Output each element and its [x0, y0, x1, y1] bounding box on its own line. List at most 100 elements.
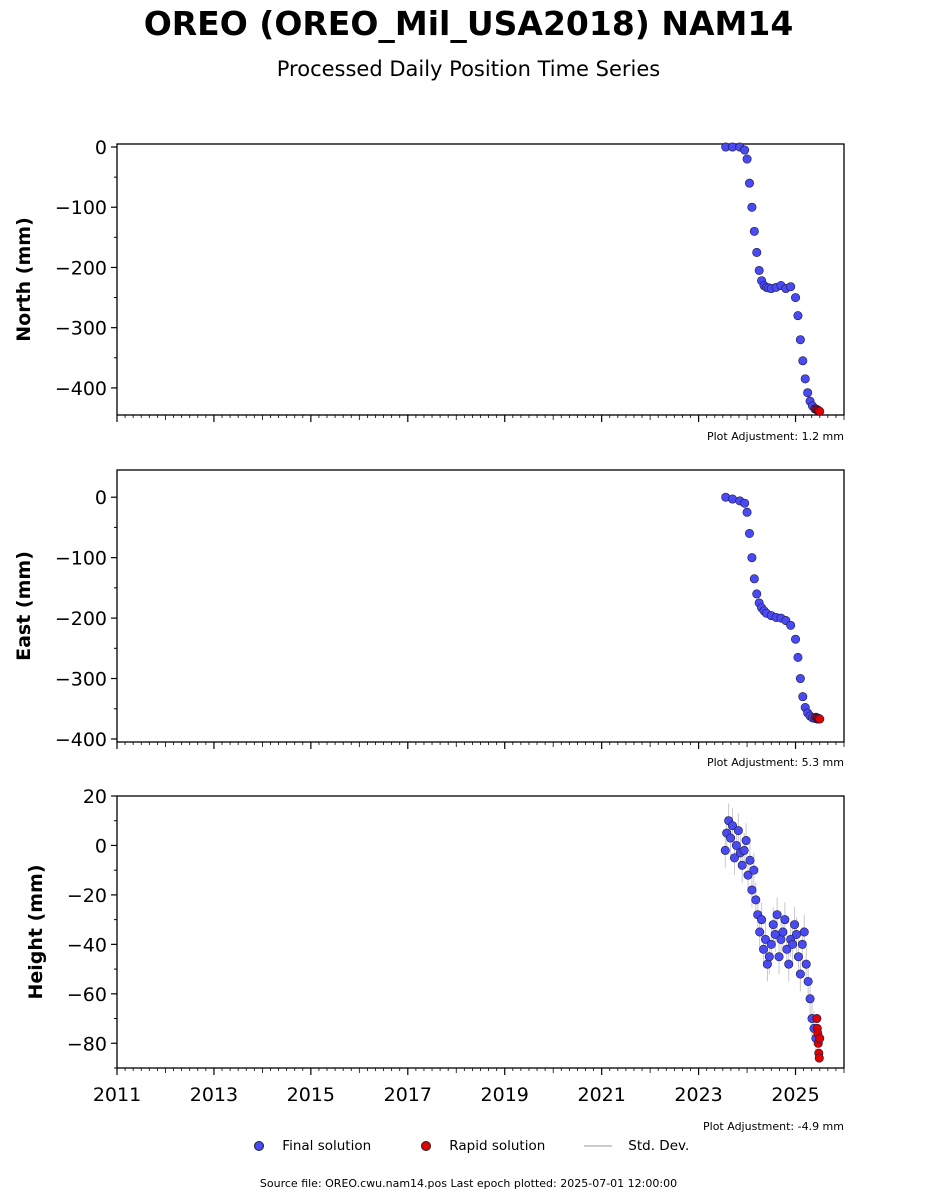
legend-label-final: Final solution [282, 1138, 372, 1154]
final-solution-point [801, 959, 811, 969]
final-solution-point [754, 265, 764, 275]
y-tick-label: 0 [95, 487, 107, 509]
final-solution-point [749, 226, 759, 236]
y-tick-label: −400 [55, 378, 107, 400]
final-solution-point [793, 652, 803, 662]
panel-2: 0 −100 −200 −300 −400 East (mm) Plot Adjustmen… [13, 469, 845, 769]
final-solution-point [778, 927, 788, 937]
rapid-solution-marker-icon [421, 1141, 431, 1151]
final-solution-point [729, 853, 739, 863]
y-tick-label: −200 [55, 608, 107, 630]
plot-adjustment: Plot Adjustment: 1.2 mm [707, 430, 844, 443]
rapid-solution-point [812, 1014, 822, 1024]
plot-frame [116, 795, 845, 1069]
panel-3: 20 0 −20 −40 −60 −80 2011 2013 2015 2017 2019 2021 2… [25, 786, 845, 1133]
final-solution-point [803, 388, 813, 398]
legend-label-rapid: Rapid solution [449, 1138, 546, 1154]
y-tick-label: −100 [55, 197, 107, 219]
final-solution-point [747, 885, 757, 895]
final-solution-point [784, 959, 794, 969]
final-solution-point [742, 154, 752, 164]
y-tick-label: 0 [95, 835, 107, 857]
plot-adjustment: Plot Adjustment: 5.3 mm [707, 756, 844, 769]
x-tick-label: 2025 [771, 1084, 819, 1106]
y-tick-label: 0 [95, 137, 107, 159]
final-solution-point [749, 865, 759, 875]
panel-1: 0 −100 −200 −300 −400 North (mm) Plot Adjustme… [13, 137, 845, 443]
rapid-solution-point [814, 1053, 824, 1063]
plot-frame [116, 143, 845, 416]
y-tick-label: −400 [55, 729, 107, 751]
y-axis-label: Height (mm) [25, 864, 47, 999]
y-tick-label: −300 [55, 318, 107, 340]
final-solution-point [793, 952, 803, 962]
y-tick-label: −100 [55, 548, 107, 570]
final-solution-point [743, 870, 753, 880]
final-solution-point [793, 311, 803, 321]
final-solution-point [795, 969, 805, 979]
x-tick-label: 2019 [481, 1084, 529, 1106]
final-solution-point [774, 952, 784, 962]
final-solution-point [788, 939, 798, 949]
final-solution-point [791, 293, 801, 303]
rapid-solution-point [815, 714, 825, 724]
final-solution-point [744, 528, 754, 538]
legend-item-rapid: Rapid solution [421, 1138, 545, 1156]
final-solution-point [747, 202, 757, 212]
final-solution-point [757, 915, 767, 925]
y-tick-label: −20 [67, 885, 107, 907]
x-tick-label: 2013 [190, 1084, 238, 1106]
final-solution-point [744, 178, 754, 188]
final-solution-point [795, 335, 805, 345]
final-solution-point [737, 860, 747, 870]
x-tick-label: 2021 [577, 1084, 625, 1106]
final-solution-point [795, 674, 805, 684]
std-dev-line-icon [584, 1145, 612, 1147]
final-solution-point [768, 920, 778, 930]
final-solution-point [759, 944, 769, 954]
chart-subtitle: Processed Daily Position Time Series [276, 57, 661, 81]
final-solution-point [797, 939, 807, 949]
rapid-solution-point [815, 406, 825, 416]
y-tick-label: −200 [55, 257, 107, 279]
final-solution-point [805, 994, 815, 1004]
y-tick-label: −40 [67, 934, 107, 956]
final-solution-point [720, 845, 730, 855]
final-solution-point [764, 952, 774, 962]
final-solution-point [798, 356, 808, 366]
x-tick-label: 2015 [287, 1084, 335, 1106]
final-solution-point [741, 836, 751, 846]
final-solution-point [791, 634, 801, 644]
final-solution-point [800, 374, 810, 384]
final-solution-point [780, 915, 790, 925]
final-solution-point [772, 910, 782, 920]
x-tick-label: 2023 [674, 1084, 722, 1106]
final-solution-point [752, 247, 762, 257]
final-solution-point [726, 833, 736, 843]
final-solution-point [752, 589, 762, 599]
final-solution-point [776, 934, 786, 944]
final-solution-point [747, 553, 757, 563]
final-solution-point [803, 976, 813, 986]
final-solution-point [790, 920, 800, 930]
x-tick-label: 2017 [384, 1084, 432, 1106]
final-solution-point [766, 939, 776, 949]
legend-item-stddev: Std. Dev. [584, 1138, 689, 1156]
plot-adjustment: Plot Adjustment: -4.9 mm [703, 1120, 844, 1133]
chart-title: OREO (OREO_Mil_USA2018) NAM14 [143, 4, 794, 43]
y-axis-label: North (mm) [13, 217, 35, 342]
final-solution-point [762, 959, 772, 969]
y-axis-label: East (mm) [13, 551, 35, 661]
y-tick-label: −300 [55, 669, 107, 691]
y-tick-label: −60 [67, 984, 107, 1006]
source-footer: Source file: OREO.cwu.nam14.pos Last epo… [259, 1177, 678, 1190]
final-solution-point [792, 929, 802, 939]
final-solution-point [728, 821, 738, 831]
final-solution-point [749, 574, 759, 584]
final-solution-point [731, 840, 741, 850]
final-solution-point [742, 507, 752, 517]
legend-item-final: Final solution [254, 1138, 371, 1156]
rapid-solution-point [815, 1033, 825, 1043]
final-solution-marker-icon [254, 1141, 264, 1151]
